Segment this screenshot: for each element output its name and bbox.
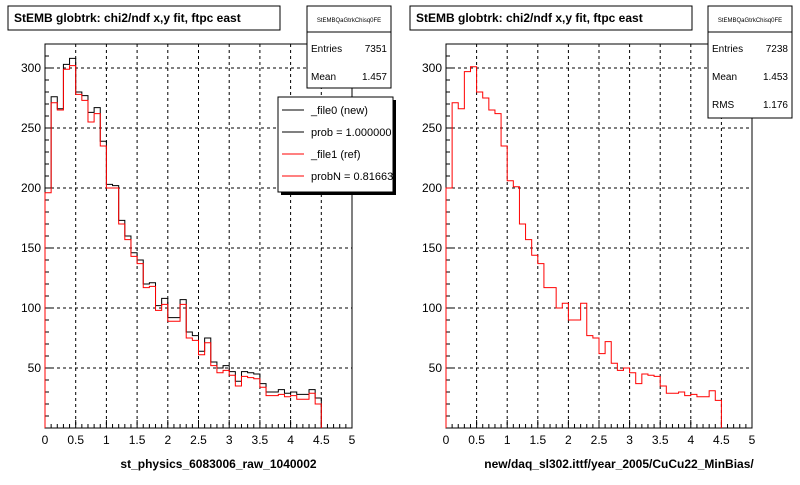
x-tick-label: 0 [42,433,49,447]
stats-value: 1.176 [763,100,788,111]
x-tick-label: 1 [103,433,110,447]
chart-title: StEMB globtrk: chi2/ndf x,y fit, ftpc ea… [416,11,643,25]
x-tick-label: 2 [565,433,572,447]
y-tick-label: 300 [21,61,41,75]
stats-box [707,5,793,119]
stats-label: Mean [311,72,336,83]
stats-value: 1.457 [362,72,387,83]
stats-label: Mean [712,72,737,83]
y-tick-label: 200 [422,181,442,195]
y-tick-label: 250 [21,121,41,135]
legend: _file0 (new) prob = 1.000000 _file1 (ref) p… [282,105,399,183]
x-axis-label: st_physics_6083006_raw_1040002 [120,457,316,471]
stats-label: RMS [712,100,735,111]
legend-label: _file0 (new) [310,105,368,117]
y-tick-label: 150 [21,241,41,255]
y-tick-label: 250 [422,121,442,135]
histogram-panel-2: 0 0.5 1 1.5 2 2.5 3 3.5 4 4.5 5 50 100 150 200 250 300 ne… [409,5,793,471]
y-tick-label: 300 [422,61,442,75]
stats-name: StEMBQaGtrkChisq0FE [718,18,782,24]
x-tick-label: 3.5 [652,433,669,447]
stats-value: 7351 [365,44,388,55]
title-box [409,5,693,31]
x-tick-label: 5 [749,433,756,447]
x-tick-label: 0.5 [468,433,485,447]
x-tick-label: 3 [626,433,633,447]
stats-name: StEMBQaGtrkChisq0FE [317,18,381,24]
x-tick-label: 0.5 [67,433,84,447]
x-tick-label: 4.5 [713,433,730,447]
x-tick-label: 4 [687,433,694,447]
x-tick-label: 5 [349,433,356,447]
histogram-panel-1: 0 0.5 1 1.5 2 2.5 3 3.5 4 4.5 5 50 100 150 200 250 300 st… [7,5,399,471]
x-tick-label: 2.5 [591,433,608,447]
legend-label: probN = 0.816632 [311,171,399,183]
x-tick-label: 2.5 [190,433,207,447]
legend-label: prob = 1.000000 [311,127,391,139]
x-tick-label: 0 [443,433,450,447]
title-box [7,5,281,31]
y-tick-label: 100 [422,301,442,315]
y-tick-label: 100 [21,301,41,315]
x-tick-label: 4.5 [313,433,330,447]
histogram-series-1 [445,66,722,428]
chart-title: StEMB globtrk: chi2/ndf x,y fit, ftpc ea… [14,11,241,25]
y-tick-label: 50 [429,361,443,375]
histogram-series-2 [44,65,322,428]
x-tick-label: 1 [504,433,511,447]
x-tick-label: 1.5 [529,433,546,447]
legend-label: _file1 (ref) [310,149,361,161]
y-tick-label: 50 [28,361,42,375]
x-tick-label: 4 [287,433,294,447]
y-tick-label: 200 [21,181,41,195]
x-tick-label: 1.5 [129,433,146,447]
stats-value: 7238 [766,44,789,55]
stats-label: Entries [311,44,342,55]
stats-box [306,5,392,89]
x-tick-label: 2 [164,433,171,447]
y-tick-label: 150 [422,241,442,255]
x-tick-label: 3 [226,433,233,447]
stats-label: Entries [712,44,743,55]
stats-value: 1.453 [763,72,788,83]
x-tick-label: 3.5 [252,433,269,447]
x-axis-label: new/daq_sl302.ittf/year_2005/CuCu22_MinB… [484,457,754,471]
